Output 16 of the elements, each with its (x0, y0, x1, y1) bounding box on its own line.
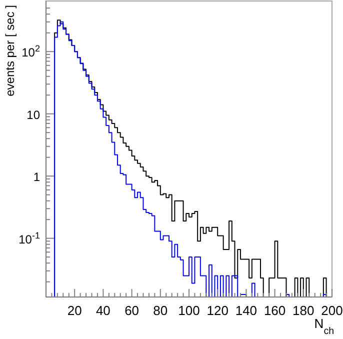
x-tick-label: 40 (96, 303, 110, 318)
y-tick-label: 1 (33, 170, 40, 184)
x-tick-label: 80 (153, 303, 168, 318)
x-axis-title: N$_{ch}$ (314, 316, 334, 336)
y-tick-label: 10 (26, 108, 40, 122)
x-tick-label: 60 (124, 303, 140, 318)
x-tick-label: 20 (67, 303, 82, 318)
x-tick-label: 140 (235, 303, 258, 318)
x-tick-label: 180 (292, 303, 314, 318)
y-axis-title: events per [ sec ] (3, 5, 17, 96)
y-tick-label: 10$^{2}$ (22, 44, 40, 60)
x-tick-label: 100 (178, 303, 200, 318)
y-tick-label: 10$^{-1}$ (18, 230, 40, 246)
x-tick-label: 200 (321, 303, 343, 318)
x-tick-label: 120 (206, 303, 228, 318)
x-tick-label: 160 (264, 303, 286, 318)
